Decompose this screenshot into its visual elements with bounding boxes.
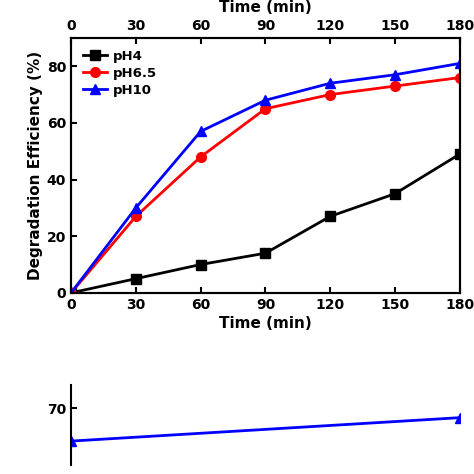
- Legend: pH4, pH6.5, pH10: pH4, pH6.5, pH10: [78, 45, 163, 102]
- pH4: [457, 151, 463, 157]
- Line: pH10: pH10: [66, 59, 465, 298]
- X-axis label: Time (min): Time (min): [219, 316, 312, 331]
- pH10: [457, 61, 463, 66]
- pH6.5: [198, 154, 203, 160]
- pH10: [263, 97, 268, 103]
- pH10: [392, 72, 398, 78]
- pH4: [328, 213, 333, 219]
- pH10: [133, 205, 139, 211]
- pH6.5: [392, 83, 398, 89]
- pH4: [133, 276, 139, 282]
- pH6.5: [68, 290, 74, 296]
- pH6.5: [263, 106, 268, 111]
- Line: pH6.5: pH6.5: [66, 73, 465, 298]
- pH4: [263, 250, 268, 256]
- pH10: [198, 128, 203, 134]
- Y-axis label: Degradation Efficiency (%): Degradation Efficiency (%): [27, 51, 43, 280]
- pH4: [198, 262, 203, 267]
- pH10: [68, 290, 74, 296]
- pH6.5: [133, 213, 139, 219]
- pH6.5: [328, 92, 333, 98]
- pH4: [392, 191, 398, 197]
- pH10: [328, 81, 333, 86]
- pH4: [68, 290, 74, 296]
- Line: pH4: pH4: [66, 149, 465, 298]
- X-axis label: Time (min): Time (min): [219, 0, 312, 15]
- pH6.5: [457, 75, 463, 81]
